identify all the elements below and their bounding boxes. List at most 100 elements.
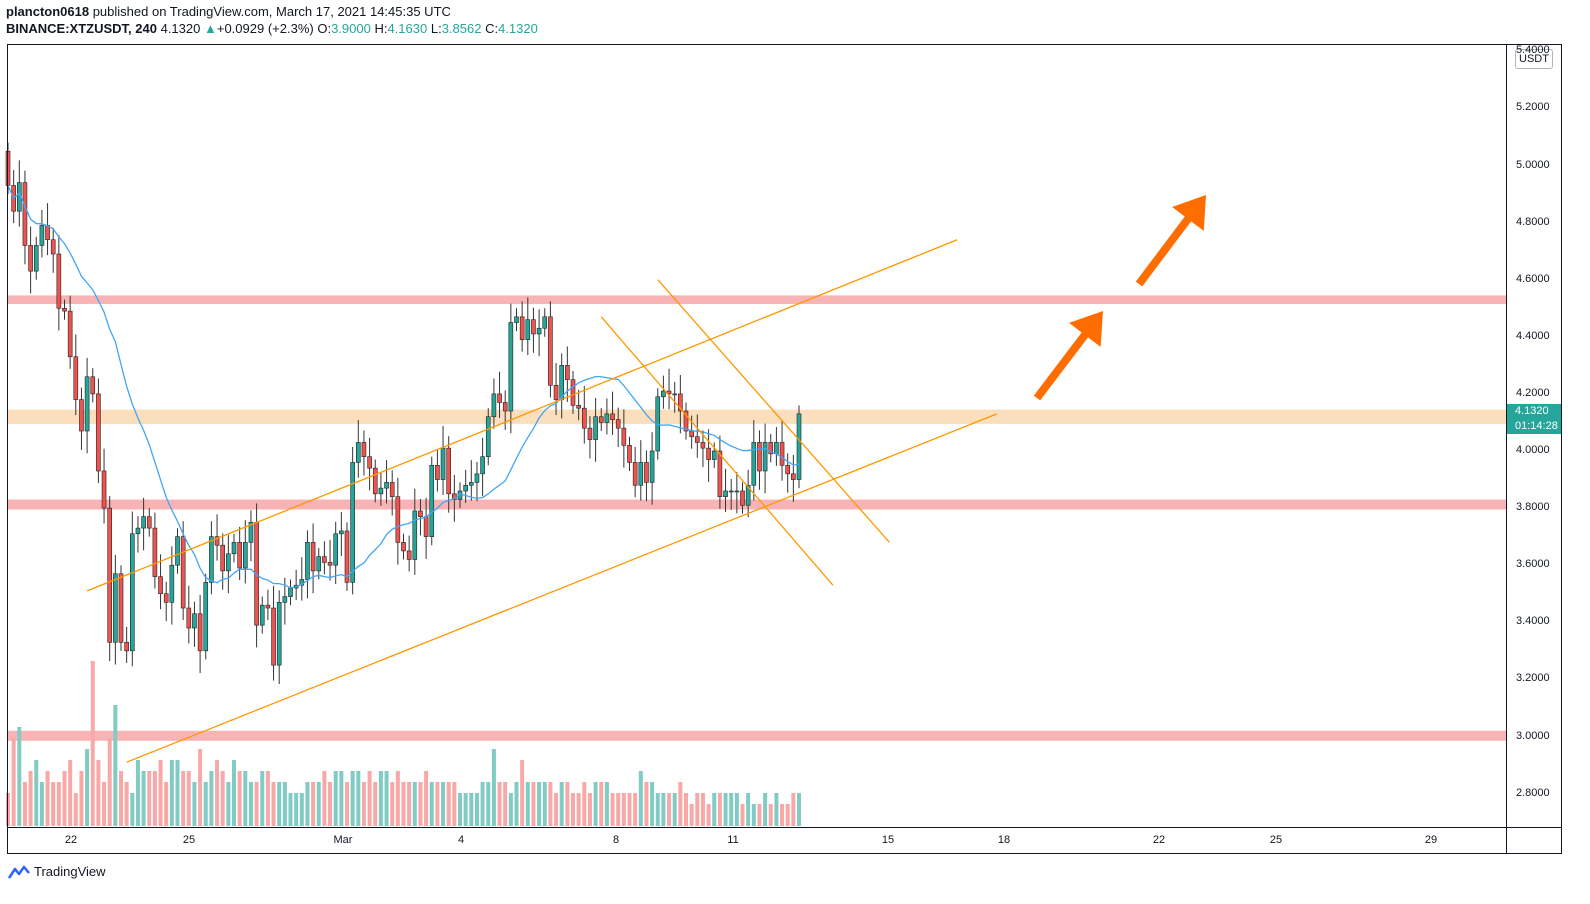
candle-body bbox=[745, 484, 751, 506]
candle-body bbox=[694, 436, 700, 443]
last-price: 4.1320 bbox=[160, 21, 201, 36]
price-tick-label: 4.4000 bbox=[1516, 329, 1550, 342]
low-label: L: bbox=[430, 21, 442, 36]
candle-body bbox=[474, 473, 480, 483]
candle-body bbox=[604, 413, 610, 423]
candle-body bbox=[480, 456, 485, 475]
volume-bar bbox=[135, 760, 140, 826]
candle-body bbox=[762, 442, 768, 472]
volume-bar bbox=[751, 804, 756, 826]
candle-body bbox=[649, 450, 655, 483]
volume-bar bbox=[480, 782, 485, 826]
volume-bar bbox=[220, 771, 225, 826]
volume-bar bbox=[780, 804, 785, 826]
volume-bar bbox=[39, 782, 44, 826]
volume-bar bbox=[537, 782, 542, 826]
candle-body bbox=[231, 542, 237, 555]
volume-bar bbox=[367, 771, 372, 826]
volume-bar bbox=[141, 771, 146, 826]
time-axis-divider bbox=[7, 827, 1562, 828]
bar-countdown: 01:14:28 bbox=[1515, 420, 1558, 432]
volume-bar bbox=[345, 782, 349, 826]
candle-body bbox=[79, 399, 84, 432]
volume-bar bbox=[328, 782, 333, 826]
bullish-arrow-lower bbox=[1033, 311, 1103, 401]
moving-average-line bbox=[7, 185, 800, 589]
candle-body bbox=[757, 442, 762, 472]
candle-body bbox=[237, 542, 242, 569]
candle-body bbox=[62, 307, 67, 312]
volume-bar bbox=[740, 804, 745, 826]
volume-bar bbox=[474, 793, 479, 826]
candle-body bbox=[435, 464, 440, 480]
candle-body bbox=[751, 442, 757, 486]
candle-body bbox=[785, 464, 791, 475]
footer-branding[interactable]: TradingView bbox=[8, 864, 106, 879]
volume-bar bbox=[757, 804, 762, 826]
volume-bar bbox=[6, 793, 10, 826]
candle-body bbox=[683, 410, 689, 432]
volume-bar bbox=[186, 771, 191, 826]
volume-bar bbox=[28, 771, 33, 826]
symbol-label[interactable]: BINANCE:XTZUSDT, 240 bbox=[6, 21, 157, 36]
candle-body bbox=[214, 536, 220, 546]
volume-bar bbox=[294, 793, 299, 826]
candle-body bbox=[310, 542, 316, 572]
price-tick-label: 4.8000 bbox=[1516, 215, 1550, 228]
volume-bar bbox=[638, 771, 643, 826]
candle-body bbox=[28, 245, 33, 272]
volume-bar bbox=[678, 782, 683, 826]
author-name[interactable]: plancton0618 bbox=[6, 4, 90, 19]
volume-bar bbox=[85, 749, 90, 826]
candle-body bbox=[344, 530, 350, 583]
candle-body bbox=[791, 473, 796, 480]
ohlc-legend: BINANCE:XTZUSDT, 240 4.1320 ▲+0.0929 (+2… bbox=[6, 21, 538, 36]
volume-bar bbox=[650, 782, 655, 826]
volume-bar bbox=[655, 793, 660, 826]
candle-body bbox=[135, 527, 141, 535]
volume-bar bbox=[305, 782, 310, 826]
candle-body bbox=[734, 490, 740, 493]
volume-bar bbox=[322, 771, 327, 826]
candle-body bbox=[740, 490, 745, 506]
volume-bar bbox=[45, 771, 50, 826]
volume-bar bbox=[463, 793, 468, 826]
price-tick-label: 4.0000 bbox=[1516, 444, 1550, 456]
candle-body bbox=[361, 442, 367, 458]
candle-body bbox=[700, 442, 706, 449]
volume-bar bbox=[684, 793, 688, 826]
volume-bar bbox=[446, 782, 451, 826]
candle-body bbox=[610, 413, 615, 420]
candle-body bbox=[548, 316, 553, 386]
currency-button[interactable]: USDT bbox=[1515, 49, 1553, 69]
volume-bar bbox=[667, 793, 672, 826]
price-tick-label: 5.0000 bbox=[1516, 158, 1550, 171]
candle-body bbox=[395, 496, 401, 543]
candle-body bbox=[389, 482, 395, 497]
volume-bar bbox=[717, 793, 722, 826]
candle-body bbox=[124, 641, 129, 652]
volume-bar bbox=[316, 782, 321, 826]
volume-bar bbox=[599, 782, 604, 826]
volume-bar bbox=[107, 738, 112, 826]
candle-body bbox=[536, 327, 542, 335]
candle-body bbox=[22, 182, 28, 246]
volume-bar bbox=[378, 771, 383, 826]
volume-bar bbox=[525, 782, 530, 826]
volume-bar bbox=[746, 793, 751, 826]
candle-body bbox=[226, 553, 231, 572]
volume-bar bbox=[356, 771, 361, 826]
volume-bar bbox=[407, 782, 412, 826]
volume-bar bbox=[458, 793, 462, 826]
candle-body bbox=[316, 556, 322, 572]
volume-bar bbox=[452, 782, 457, 826]
volume-bar bbox=[774, 793, 779, 826]
candle-body bbox=[248, 522, 254, 543]
volume-bar bbox=[277, 782, 282, 826]
volume-bar bbox=[96, 760, 101, 826]
volume-bar bbox=[215, 760, 220, 826]
candle-body bbox=[621, 427, 627, 446]
volume-bar bbox=[785, 804, 790, 826]
volume-bar bbox=[672, 793, 677, 826]
